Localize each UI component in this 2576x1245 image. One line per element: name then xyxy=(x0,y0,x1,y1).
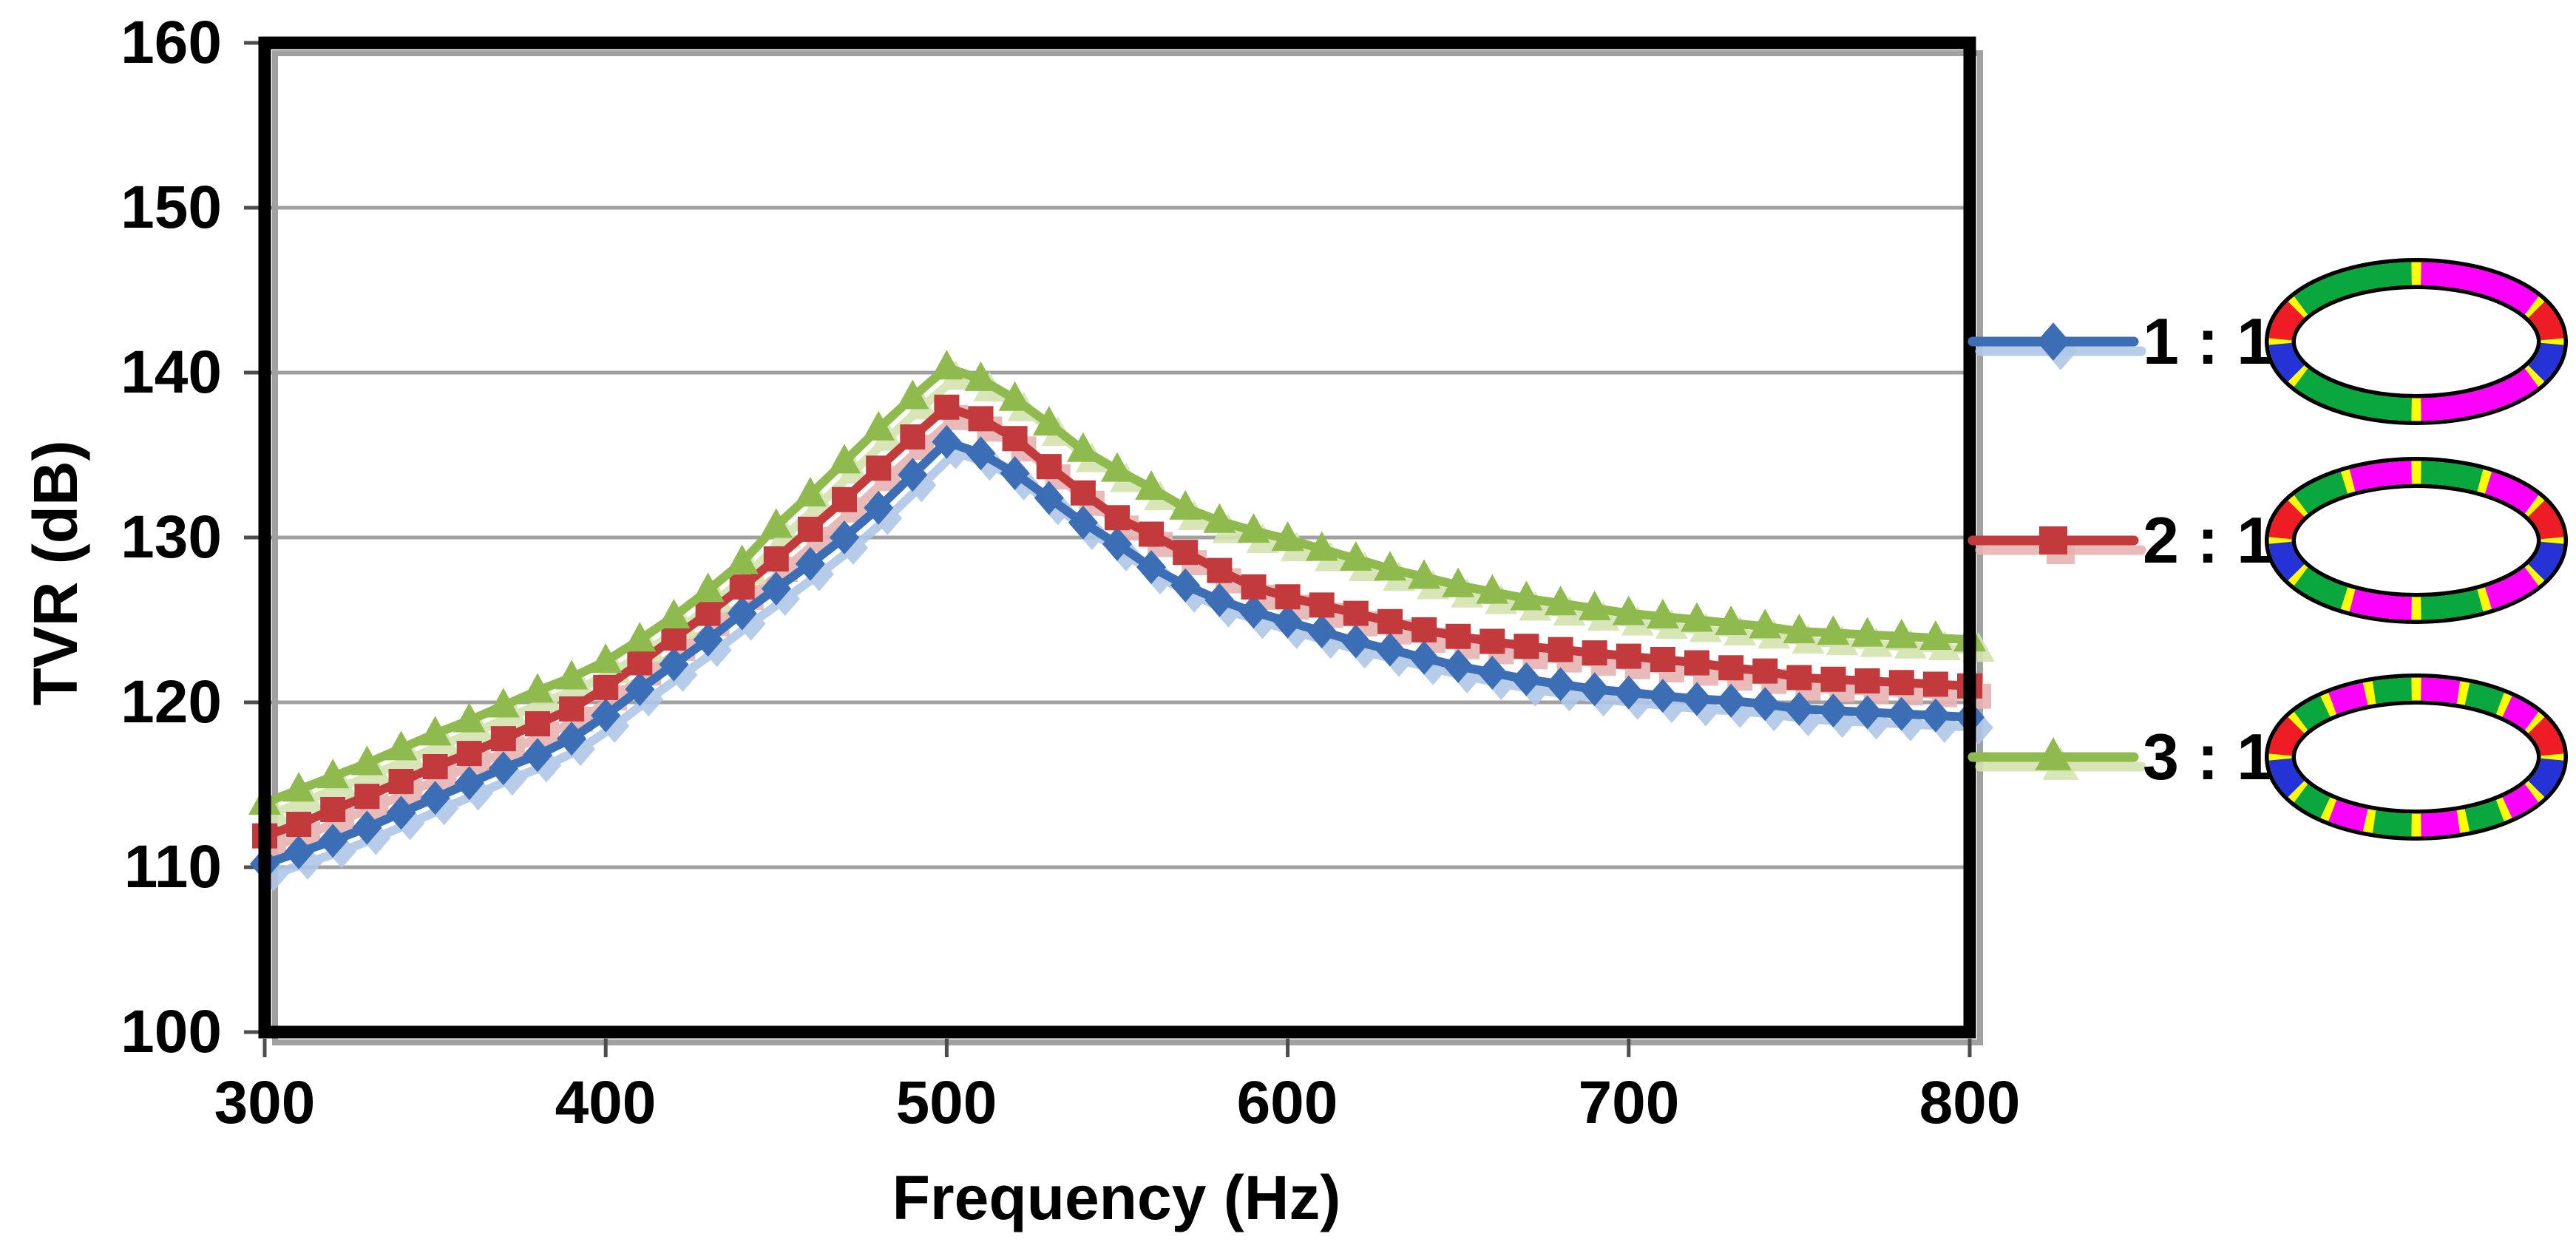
y-tick-label-140: 140 xyxy=(121,339,222,406)
series-1:1-line xyxy=(250,424,1984,881)
y-tick-label-110: 110 xyxy=(123,833,222,900)
legend-label-1-1: 1 : 1 xyxy=(2143,305,2274,378)
x-tick-label-800: 800 xyxy=(1919,1069,2021,1136)
x-tick-label-600: 600 xyxy=(1236,1069,1338,1136)
electrode-pattern-icon-1-1 xyxy=(2265,258,2568,425)
series-2:1-line xyxy=(252,394,1982,849)
x-tick-label-500: 500 xyxy=(895,1069,997,1136)
legend-key-2:1 xyxy=(1967,526,2146,565)
electrode-pattern-icon-3-1 xyxy=(2265,674,2568,841)
electrode-pattern-icon-2-1 xyxy=(2265,457,2568,624)
series-3:1-line xyxy=(248,350,1986,815)
legend-label-2-1: 2 : 1 xyxy=(2143,503,2274,577)
y-tick-label-100: 100 xyxy=(121,998,222,1065)
legend-key-1:1 xyxy=(1967,322,2146,370)
x-tick-label-700: 700 xyxy=(1578,1069,1680,1136)
legend-key-3:1 xyxy=(1967,737,2146,780)
y-tick-label-150: 150 xyxy=(121,174,222,241)
y-tick-label-130: 130 xyxy=(121,503,222,571)
x-axis-title: Frequency (Hz) xyxy=(892,1163,1341,1232)
x-tick-label-300: 300 xyxy=(214,1069,316,1136)
legend-label-3-1: 3 : 1 xyxy=(2143,720,2274,793)
y-tick-label-120: 120 xyxy=(121,668,222,736)
y-tick-label-160: 160 xyxy=(121,9,222,76)
x-tick-label-400: 400 xyxy=(555,1069,657,1136)
axis-ticks xyxy=(244,41,1972,1057)
